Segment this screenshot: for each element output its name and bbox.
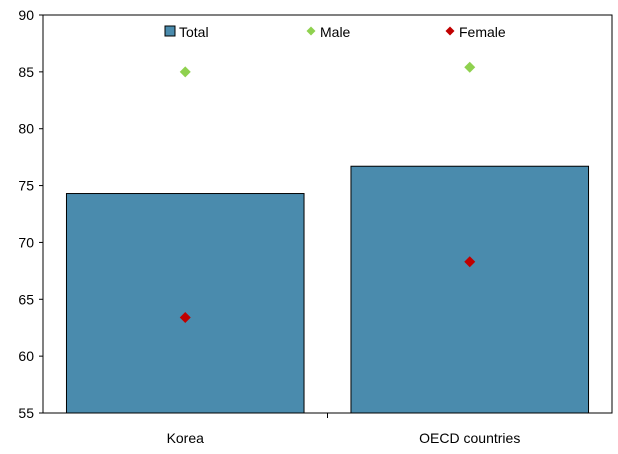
legend-label-total: Total [179, 24, 209, 40]
axes-layer: 55 60 65 70 75 80 85 90 Korea OECD countries [18, 7, 613, 446]
y-tick-label: 85 [18, 64, 34, 80]
x-tick-label: OECD countries [419, 430, 520, 446]
y-tick-label: 90 [18, 7, 34, 23]
legend-swatch-male [306, 26, 316, 36]
y-tick-label: 70 [18, 234, 34, 250]
y-tick-label: 60 [18, 348, 34, 364]
marker-female-1 [464, 256, 476, 268]
marker-male-1 [464, 61, 476, 73]
y-tick-label: 75 [18, 178, 34, 194]
bar-total-1 [350, 165, 590, 414]
markers-layer [179, 61, 476, 323]
bars-layer [65, 165, 590, 414]
legend: Total Male Female [164, 24, 506, 40]
x-tick-label: Korea [167, 430, 205, 446]
legend-swatch-female [445, 26, 455, 36]
bar-total-0 [65, 193, 305, 414]
y-tick-label: 80 [18, 121, 34, 137]
legend-label-male: Male [320, 24, 351, 40]
legend-swatch-total [164, 25, 176, 37]
legend-label-female: Female [459, 24, 506, 40]
marker-female-0 [179, 311, 191, 323]
y-tick-label: 65 [18, 291, 34, 307]
y-tick-label: 55 [18, 405, 34, 421]
marker-male-0 [179, 66, 191, 78]
